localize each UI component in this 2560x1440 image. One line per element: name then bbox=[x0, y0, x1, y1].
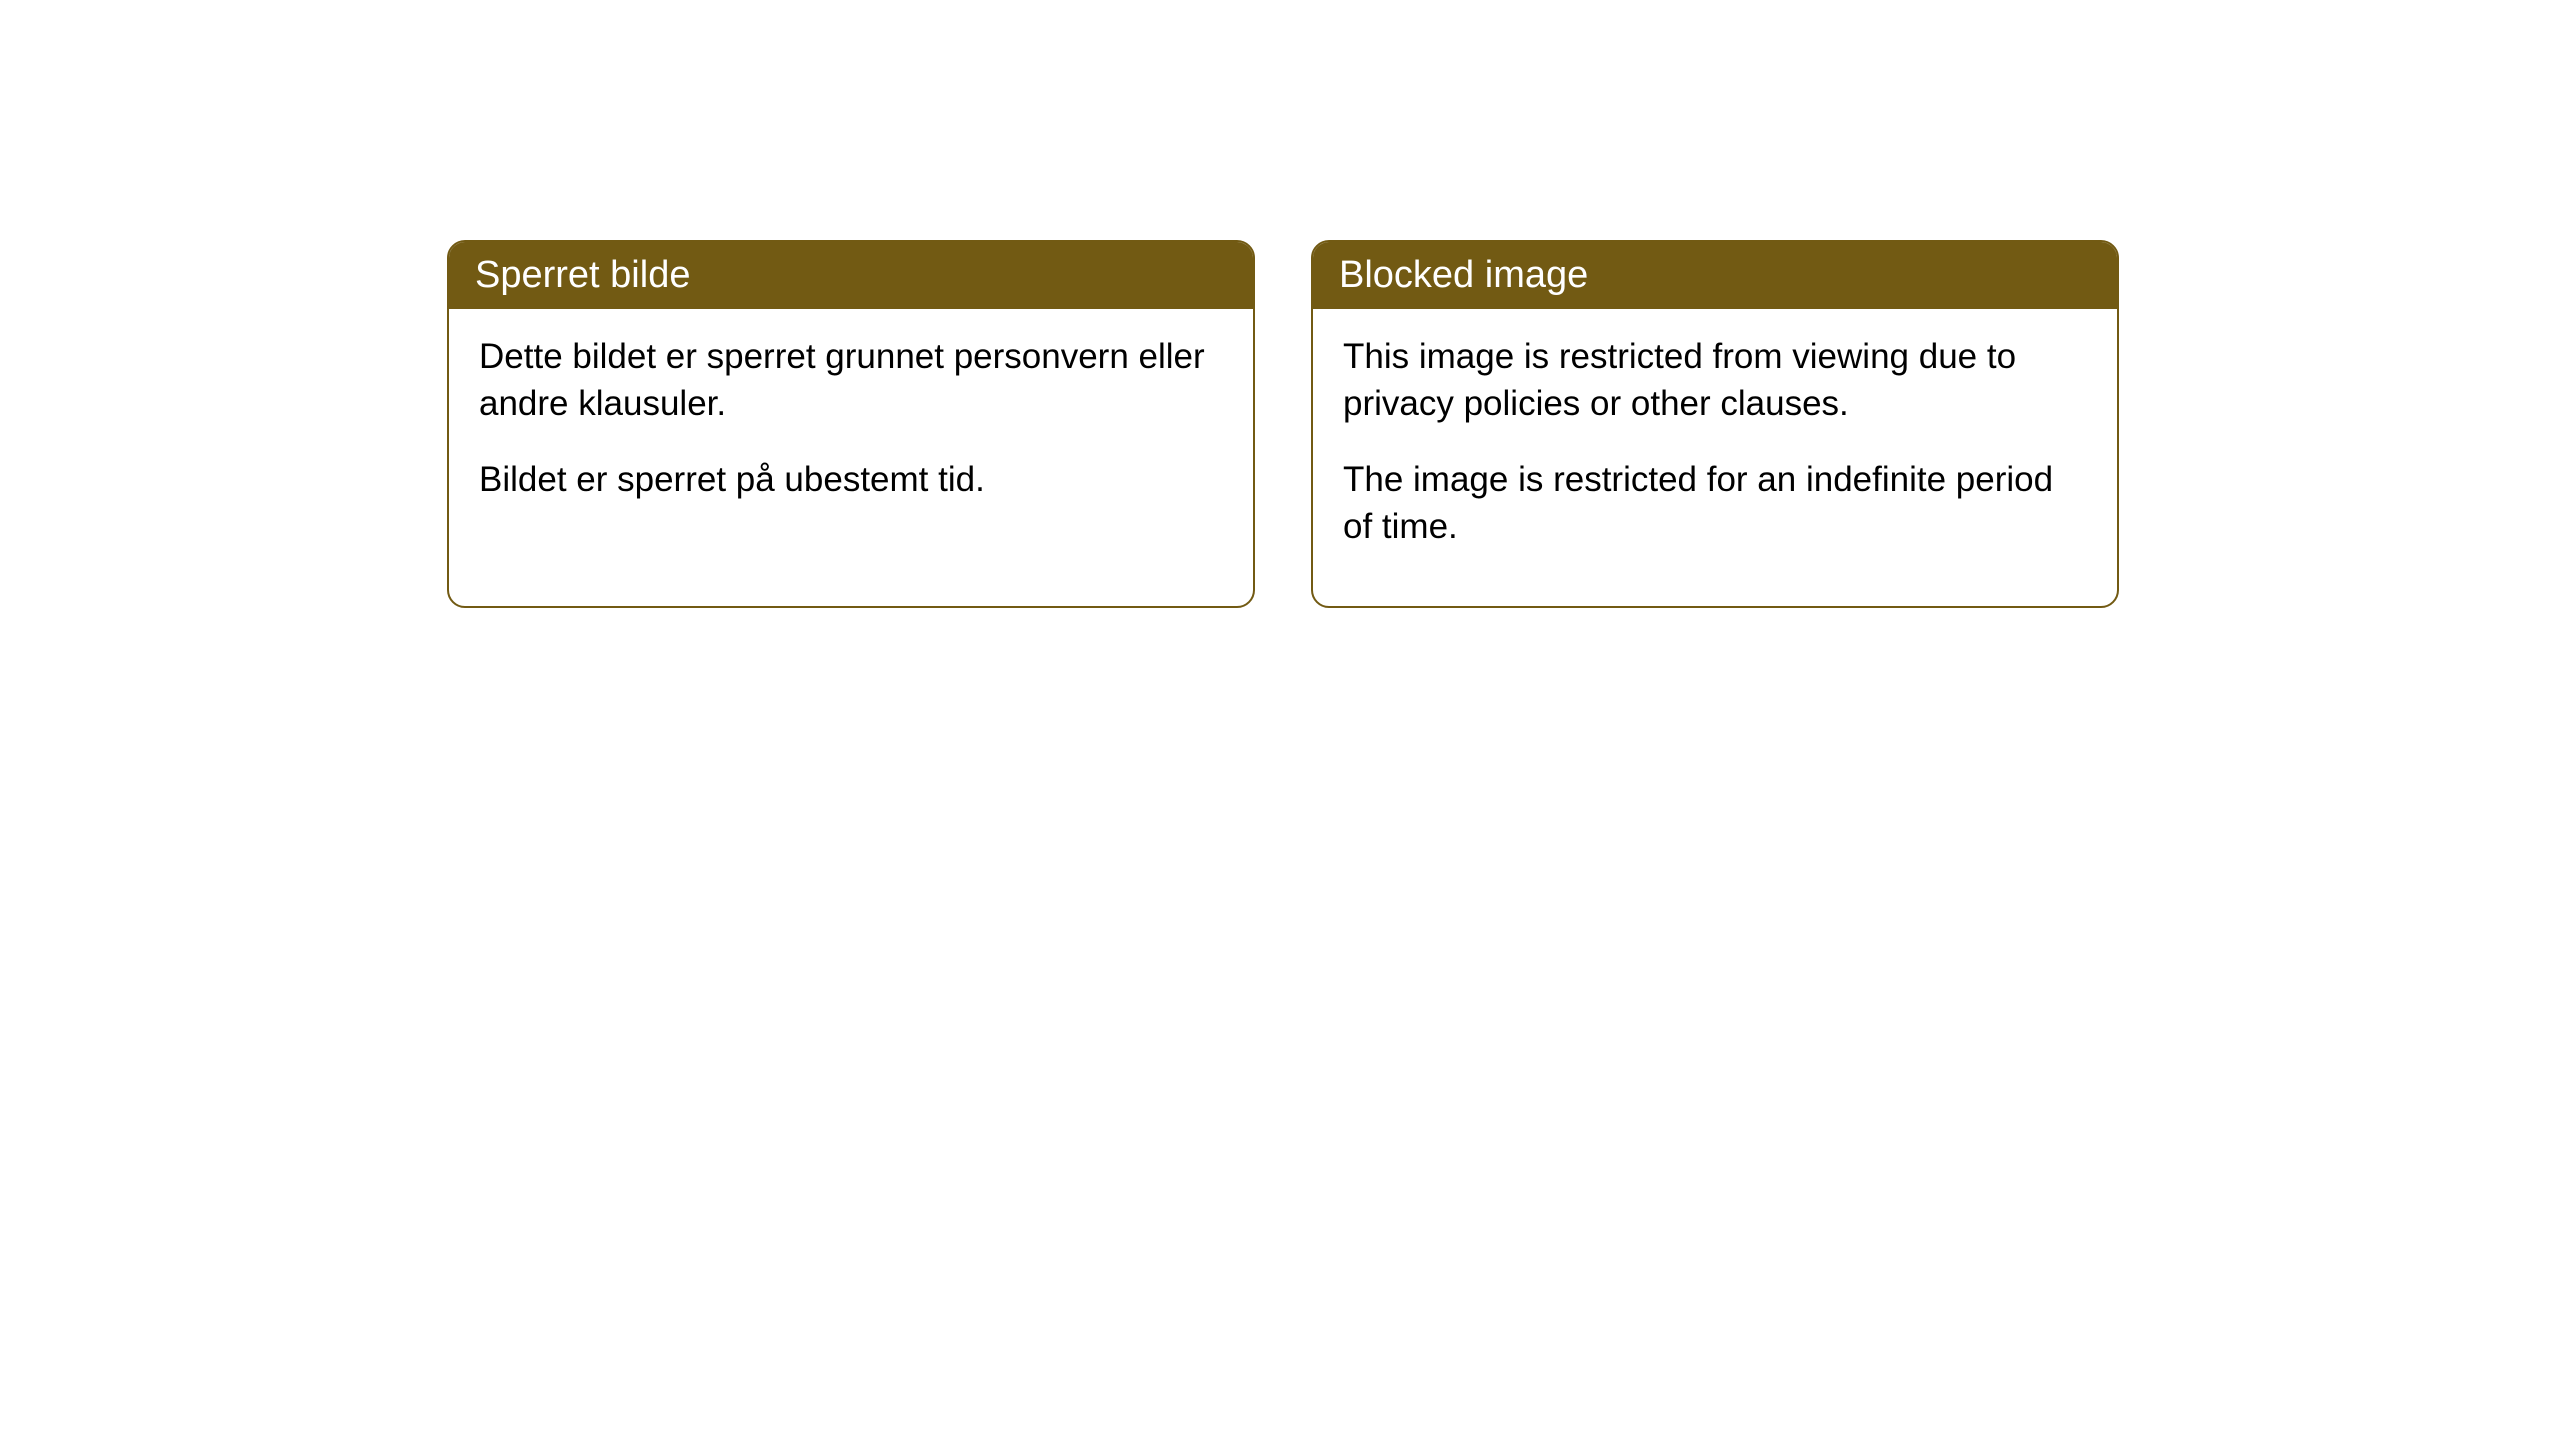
card-body-english: This image is restricted from viewing du… bbox=[1313, 309, 2117, 606]
card-title-english: Blocked image bbox=[1339, 254, 1588, 296]
blocked-image-card-english: Blocked image This image is restricted f… bbox=[1311, 240, 2119, 608]
card-paragraph-2-english: The image is restricted for an indefinit… bbox=[1343, 456, 2087, 551]
card-paragraph-1-norwegian: Dette bildet er sperret grunnet personve… bbox=[479, 333, 1223, 428]
card-header-norwegian: Sperret bilde bbox=[449, 242, 1253, 309]
card-paragraph-2-norwegian: Bildet er sperret på ubestemt tid. bbox=[479, 456, 1223, 503]
blocked-image-card-norwegian: Sperret bilde Dette bildet er sperret gr… bbox=[447, 240, 1255, 608]
notice-container: Sperret bilde Dette bildet er sperret gr… bbox=[447, 240, 2119, 608]
card-paragraph-1-english: This image is restricted from viewing du… bbox=[1343, 333, 2087, 428]
card-title-norwegian: Sperret bilde bbox=[475, 254, 690, 296]
card-body-norwegian: Dette bildet er sperret grunnet personve… bbox=[449, 309, 1253, 559]
card-header-english: Blocked image bbox=[1313, 242, 2117, 309]
